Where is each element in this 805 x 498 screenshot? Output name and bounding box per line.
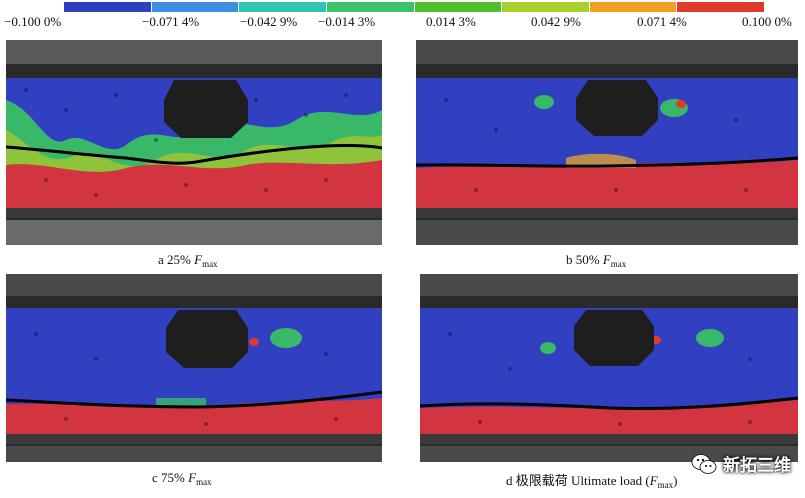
- strain-field-image-b: [416, 40, 798, 245]
- strain-field-image-a: [6, 40, 382, 245]
- caption-prefix: c 75%: [152, 470, 189, 485]
- caption-subscript: max: [196, 477, 212, 487]
- colorbar-segment: [239, 2, 327, 12]
- caption-subscript: max: [202, 259, 218, 269]
- caption-d: d 极限载荷 Ultimate load (Fmax): [506, 470, 678, 490]
- colorbar-tick: −0.014 3%: [318, 14, 376, 29]
- colorbar-segment: [64, 2, 152, 12]
- caption-c: c 75% Fmax: [152, 470, 212, 487]
- colorbar-tick: 0.071 4%: [637, 14, 687, 29]
- colorbar-segment: [677, 2, 764, 12]
- colorbar-tick: 0.042 9%: [531, 14, 581, 29]
- caption-b: b 50% Fmax: [566, 252, 626, 269]
- colorbar-segment: [151, 2, 240, 12]
- strain-field-panel-a: [6, 40, 382, 245]
- strain-field-panel-b: [416, 40, 798, 245]
- caption-a: a 25% Fmax: [158, 252, 218, 269]
- caption-variable: F: [188, 470, 197, 485]
- caption-variable: F: [602, 252, 611, 267]
- watermark: 新拓三维: [691, 451, 791, 476]
- colorbar-tick: −0.071 4%: [142, 14, 200, 29]
- strain-field-image-d: [420, 274, 798, 462]
- colorbar-segment: [326, 2, 415, 12]
- caption-prefix: a 25%: [158, 252, 195, 267]
- strain-field-panel-d: [420, 274, 798, 462]
- colorbar-segment: [502, 2, 590, 12]
- strain-field-image-c: [6, 274, 382, 462]
- colorbar-tick: −0.100 0%: [4, 14, 62, 29]
- colorbar-tick: 0.014 3%: [426, 14, 476, 29]
- colorbar-segment: [589, 2, 678, 12]
- strain-field-panel-c: [6, 274, 382, 462]
- caption-prefix: b 50%: [566, 252, 603, 267]
- colorbar-tick: 0.100 0%: [742, 14, 792, 29]
- colorbar-tick-labels: −0.100 0% −0.071 4% −0.042 9% −0.014 3% …: [0, 14, 805, 32]
- colorbar: [64, 2, 764, 12]
- watermark-text: 新拓三维: [723, 456, 791, 476]
- caption-prefix: d 极限载荷 Ultimate load (: [506, 473, 650, 488]
- colorbar-segment: [414, 2, 503, 12]
- caption-suffix: ): [673, 473, 678, 488]
- caption-variable: F: [649, 473, 658, 488]
- caption-subscript: max: [610, 259, 627, 269]
- caption-subscript: max: [657, 480, 674, 490]
- wechat-icon: [691, 453, 717, 474]
- caption-variable: F: [194, 252, 203, 267]
- colorbar-tick: −0.042 9%: [240, 14, 298, 29]
